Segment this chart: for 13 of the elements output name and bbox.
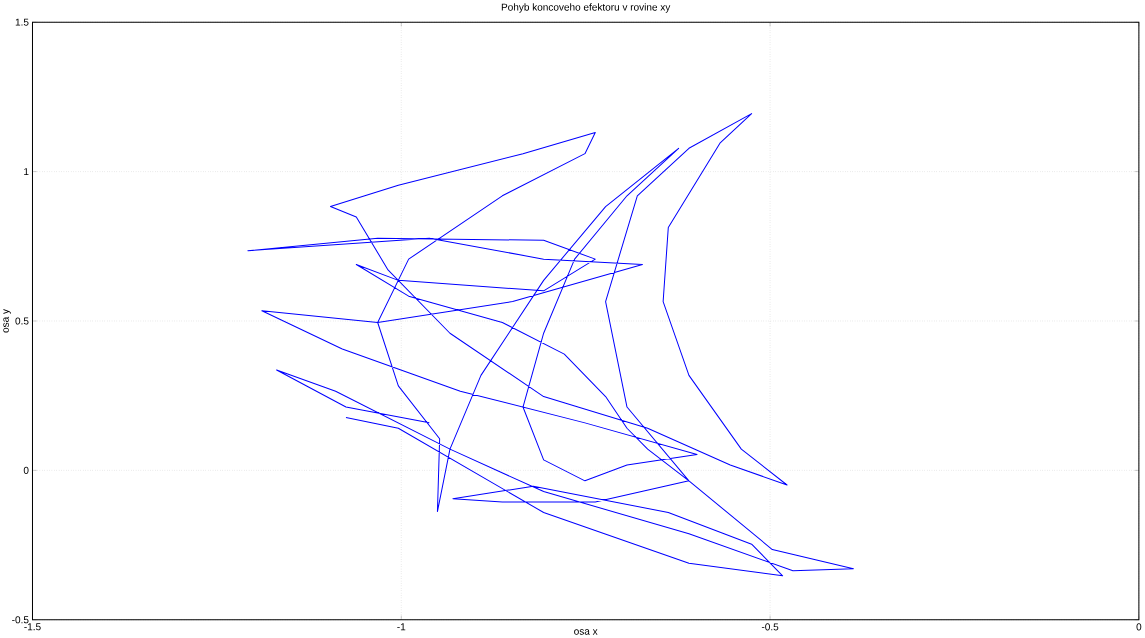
x-tick-label: 0 — [1136, 623, 1142, 631]
x-tick-label: -0.5 — [761, 623, 779, 631]
line-series — [247, 113, 854, 577]
x-axis-title: osa x — [574, 629, 598, 635]
y-tick-label: 1 — [24, 168, 29, 176]
y-tick-label: 0.5 — [15, 317, 29, 325]
y-tick-label: 0 — [23, 466, 29, 474]
y-tick-label: 1.5 — [15, 18, 29, 26]
chart-title: Pohyb koncoveho efektoru v rovine xy — [501, 3, 671, 13]
x-tick-label: -1.5 — [24, 623, 41, 631]
x-tick-label: -1 — [397, 623, 406, 631]
y-tick-label: -0.5 — [12, 616, 29, 624]
y-axis-title: osa y — [3, 309, 11, 333]
